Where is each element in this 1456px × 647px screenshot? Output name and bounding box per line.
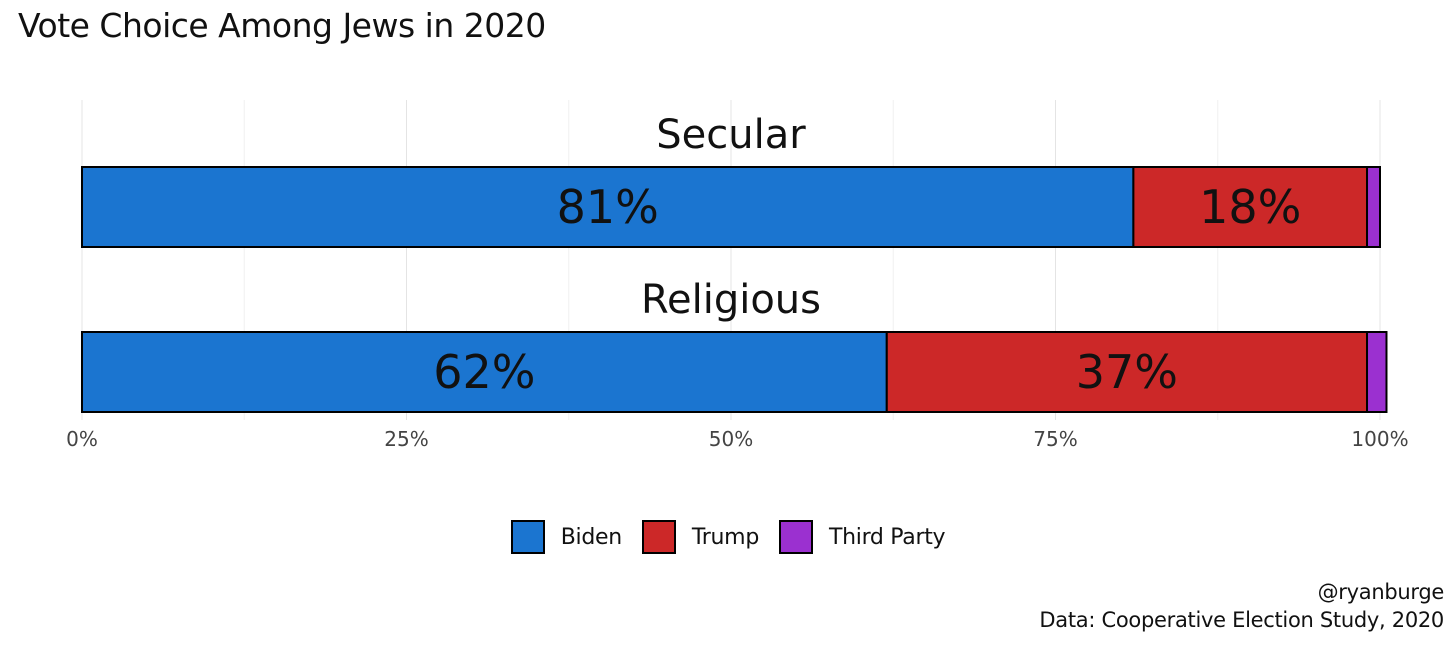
legend-label-biden: Biden — [560, 524, 622, 550]
data-source: Data: Cooperative Election Study, 2020 — [1039, 608, 1444, 632]
bar-religious-biden — [81, 331, 888, 413]
facet-label-religious: Religious — [641, 277, 821, 323]
author-credit: @ryanburge — [1317, 580, 1445, 604]
legend-item-trump: Trump — [641, 520, 759, 554]
x-tick-label: 100% — [1351, 427, 1408, 451]
x-tick-label: 75% — [1033, 427, 1077, 451]
data-label-secular-trump: 18% — [1199, 180, 1301, 234]
x-tick-label: 0% — [66, 427, 98, 451]
data-label-religious-trump: 37% — [1076, 345, 1178, 399]
x-tick-label: 25% — [384, 427, 428, 451]
bar-religious-trump — [885, 331, 1369, 413]
bar-religious-third-party — [1366, 331, 1388, 413]
bar-secular-biden — [81, 166, 1135, 248]
legend-swatch-third-party — [778, 520, 813, 554]
facet-label-secular: Secular — [656, 112, 806, 158]
legend: Biden Trump Third Party — [0, 520, 1456, 554]
legend-label-trump: Trump — [691, 524, 759, 550]
legend-label-third-party: Third Party — [828, 524, 946, 550]
legend-swatch-biden — [510, 520, 545, 554]
legend-swatch-trump — [641, 520, 676, 554]
data-label-secular-biden: 81% — [557, 180, 659, 234]
chart-title: Vote Choice Among Jews in 2020 — [18, 6, 546, 45]
x-tick-label: 50% — [709, 427, 753, 451]
bar-secular-trump — [1132, 166, 1369, 248]
bar-secular-third-party — [1366, 166, 1382, 248]
data-label-religious-biden: 62% — [433, 345, 535, 399]
legend-item-third-party: Third Party — [778, 520, 946, 554]
legend-item-biden: Biden — [510, 520, 622, 554]
